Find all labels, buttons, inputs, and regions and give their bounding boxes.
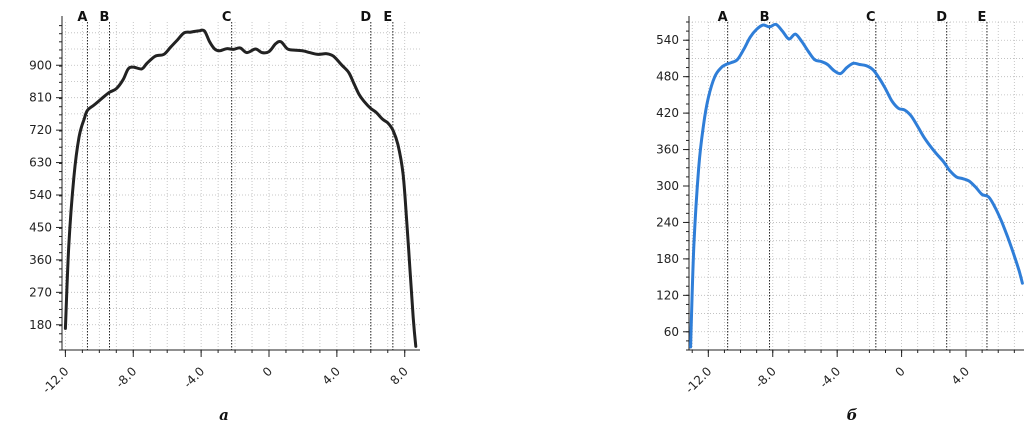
y-tick-label: 360 (656, 143, 679, 157)
y-tick-label: 270 (29, 285, 52, 299)
x-tick-label: -8.0 (752, 364, 778, 390)
chart-panel-b: A B C D E 60 120 180 240 300 360 420 480 540 -12.0 -8.0… (656, 10, 1024, 424)
chart-panel-a: A B C D E 180 270 360 450 540 630 720 810 900 -12.0 -8.… (29, 10, 420, 424)
y-tick-label: 360 (29, 253, 52, 267)
marker-label-b: B (760, 10, 770, 25)
x-tick-label: 4.0 (320, 364, 343, 387)
marker-label-c: C (866, 10, 876, 25)
y-tick-label: 180 (29, 318, 52, 332)
y-tick-label: 180 (656, 252, 679, 266)
y-tick-label: 720 (29, 123, 52, 137)
marker-label-b: B (100, 10, 110, 25)
x-tick-label: -4.0 (817, 364, 843, 390)
grid-lines (689, 21, 1024, 350)
marker-label-a: A (718, 10, 728, 25)
marker-label-c: C (222, 10, 232, 25)
marker-label-d: D (936, 10, 947, 25)
y-tick-label: 810 (29, 91, 52, 105)
y-tick-label: 480 (656, 70, 679, 84)
grid-lines (62, 22, 420, 350)
x-tick-label: -4.0 (181, 364, 207, 390)
y-tick-label: 300 (656, 179, 679, 193)
y-tick-label: 240 (656, 215, 679, 229)
y-tick-label: 450 (29, 220, 52, 234)
x-tick-label: -8.0 (113, 364, 139, 390)
series-line (689, 22, 1024, 349)
panel-label: б (847, 406, 858, 424)
y-tick-label: 120 (656, 288, 679, 302)
marker-label-a: A (77, 10, 87, 25)
x-tick-label: 0 (892, 364, 907, 379)
y-tick-label: 540 (29, 188, 52, 202)
y-tick-label: 540 (656, 33, 679, 47)
x-tick-label: -12.0 (683, 364, 715, 396)
series-line (63, 28, 418, 348)
x-tick-label: -12.0 (40, 364, 72, 396)
x-tick-label: 0 (260, 364, 275, 379)
y-tick-label: 60 (664, 325, 679, 339)
y-tick-label: 900 (29, 58, 52, 72)
marker-label-e: E (383, 10, 392, 25)
marker-label-e: E (978, 10, 987, 25)
marker-label-d: D (360, 10, 371, 25)
y-tick-label: 420 (656, 106, 679, 120)
y-tick-label: 630 (29, 156, 52, 170)
x-tick-label: 8.0 (387, 364, 410, 387)
panel-label: а (219, 406, 229, 424)
x-tick-label: 4.0 (949, 364, 972, 387)
series-points (64, 30, 416, 348)
